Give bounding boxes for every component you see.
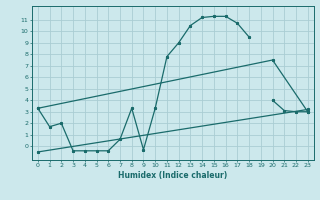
X-axis label: Humidex (Indice chaleur): Humidex (Indice chaleur) xyxy=(118,171,228,180)
